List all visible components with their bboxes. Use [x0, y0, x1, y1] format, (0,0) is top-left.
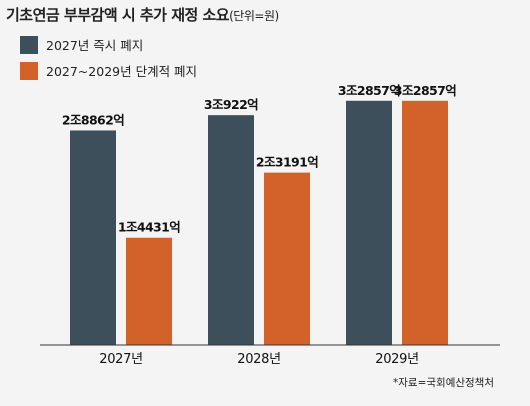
category-label-2: 2028년 [237, 352, 281, 367]
bar-immediate-3 [346, 100, 392, 345]
legend-swatch-immediate [20, 36, 38, 54]
value-label-immediate-2: 3조922억 [204, 97, 258, 112]
bar-phased-2 [264, 172, 310, 345]
value-label-phased-2: 2조3191억 [256, 155, 318, 170]
legend-label-immediate: 2027년 즉시 폐지 [46, 38, 143, 53]
legend-swatch-phased [20, 62, 38, 80]
value-label-immediate-1: 2조8862억 [62, 112, 124, 127]
unit-note: (단위=원) [229, 9, 279, 23]
bar-immediate-1 [70, 130, 116, 345]
category-label-1: 2027년 [99, 352, 143, 367]
value-label-immediate-3: 3조2857억 [338, 83, 400, 98]
legend-label-phased: 2027~2029년 단계적 폐지 [46, 64, 197, 79]
chart-title: 기초연금 부부감액 시 추가 재정 소요(단위=원) [6, 6, 279, 24]
bar-phased-1 [126, 237, 172, 345]
value-label-phased-1: 1조4431억 [118, 220, 180, 235]
bar-phased-3 [402, 100, 448, 345]
source-note: *자료=국회예산정책처 [393, 376, 494, 389]
bar-immediate-2 [208, 115, 254, 345]
value-label-phased-3: 3조2857억 [394, 83, 456, 98]
bars-group: 2조8862억 1조4431억 2027년 3조922억 2조3191억 2028년 3조2… [62, 83, 457, 367]
category-label-3: 2029년 [375, 352, 419, 367]
